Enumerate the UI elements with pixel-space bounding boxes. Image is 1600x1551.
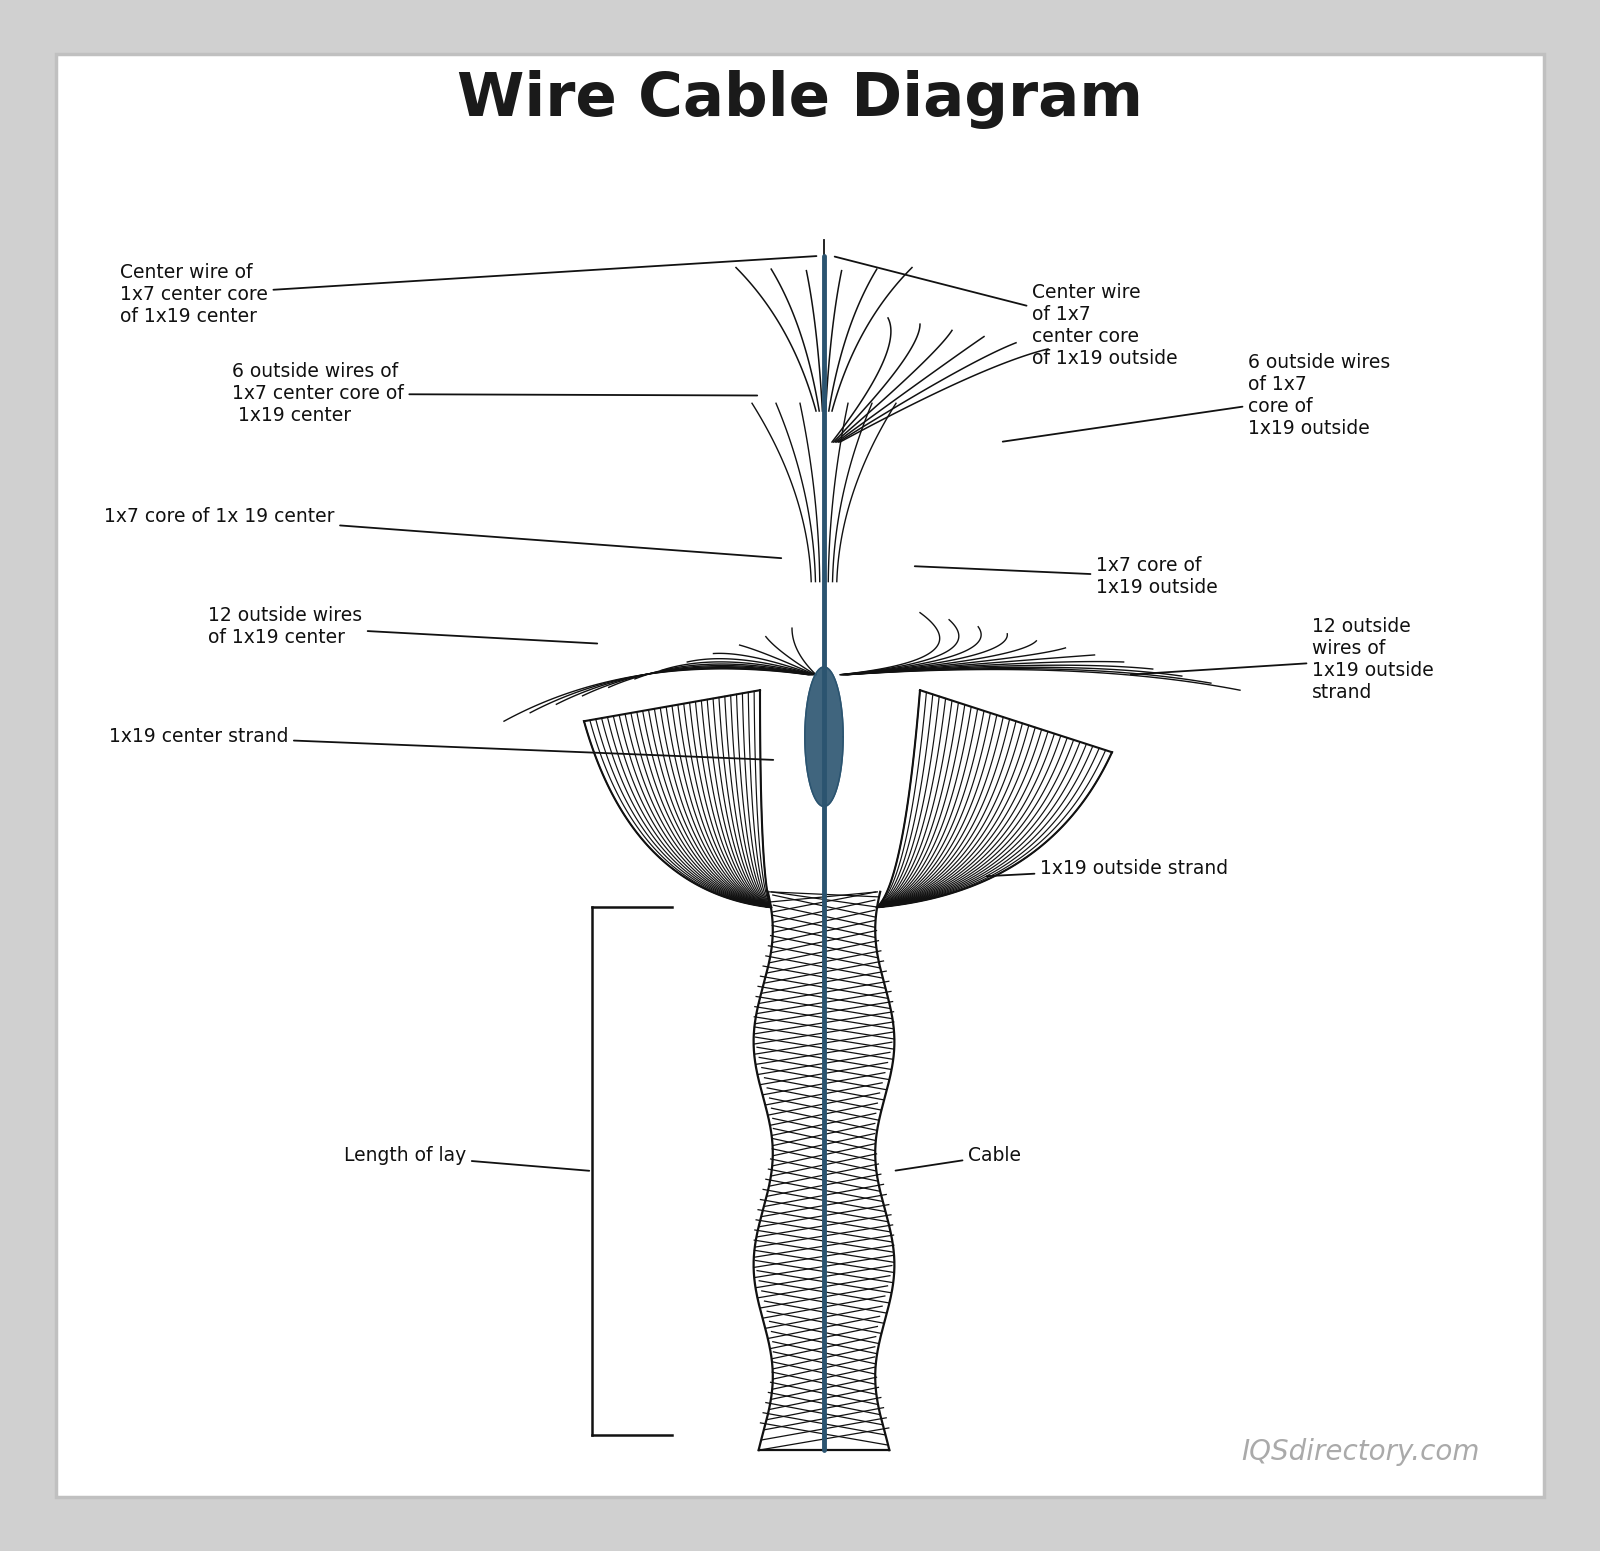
- Text: 1x7 core of 1x 19 center: 1x7 core of 1x 19 center: [104, 507, 781, 558]
- Polygon shape: [754, 892, 894, 1450]
- Text: Center wire
of 1x7
center core
of 1x19 outside: Center wire of 1x7 center core of 1x19 o…: [835, 256, 1178, 368]
- Text: 6 outside wires
of 1x7
core of
1x19 outside: 6 outside wires of 1x7 core of 1x19 outs…: [1003, 354, 1390, 442]
- Text: Center wire of
1x7 center core
of 1x19 center: Center wire of 1x7 center core of 1x19 c…: [120, 256, 816, 326]
- Text: IQSdirectory.com: IQSdirectory.com: [1242, 1438, 1480, 1466]
- Text: 1x19 center strand: 1x19 center strand: [109, 727, 773, 760]
- Text: 1x19 outside strand: 1x19 outside strand: [987, 859, 1229, 878]
- Polygon shape: [805, 667, 843, 807]
- Text: 12 outside
wires of
1x19 outside
strand: 12 outside wires of 1x19 outside strand: [1131, 617, 1434, 701]
- Text: 6 outside wires of
1x7 center core of
 1x19 center: 6 outside wires of 1x7 center core of 1x…: [232, 363, 757, 425]
- Text: Wire Cable Diagram: Wire Cable Diagram: [458, 70, 1142, 129]
- Text: Length of lay: Length of lay: [344, 1146, 589, 1171]
- Text: 12 outside wires
of 1x19 center: 12 outside wires of 1x19 center: [208, 606, 597, 647]
- Text: Cable: Cable: [896, 1146, 1021, 1171]
- Text: 1x7 core of
1x19 outside: 1x7 core of 1x19 outside: [915, 557, 1218, 597]
